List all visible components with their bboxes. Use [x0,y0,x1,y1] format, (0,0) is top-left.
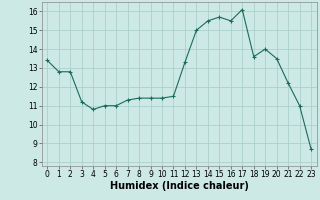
X-axis label: Humidex (Indice chaleur): Humidex (Indice chaleur) [110,181,249,191]
